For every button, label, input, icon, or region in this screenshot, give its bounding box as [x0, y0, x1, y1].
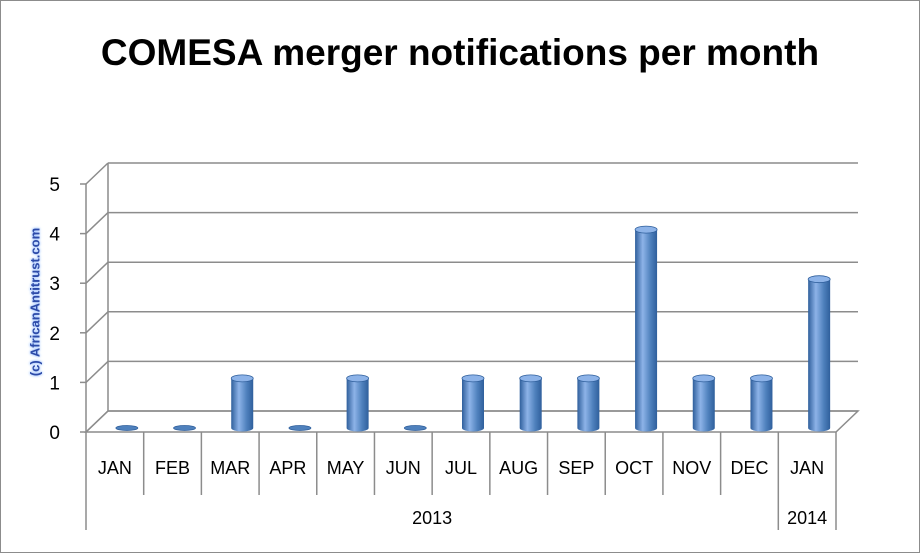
axis-labels: 0 1 2 3 4 5 JAN FEB MAR APR MAY JUN JUL AUG SEP OCT NOV D… [49, 175, 827, 528]
axes [80, 163, 860, 530]
bar-top [519, 374, 543, 383]
group-label: 2014 [787, 508, 827, 528]
x-tick-label: APR [269, 458, 306, 478]
bar [576, 374, 600, 432]
bar-body [692, 378, 715, 432]
bar-top [230, 374, 254, 383]
bar [403, 425, 427, 431]
bar-top [576, 374, 600, 383]
group-label: 2013 [412, 508, 452, 528]
x-tick-label: MAR [210, 458, 250, 478]
x-tick-label: JAN [790, 458, 824, 478]
x-tick-label: JUN [386, 458, 421, 478]
bar [807, 275, 831, 432]
chart-title: COMESA merger notifications per month [100, 32, 820, 73]
bar-top [173, 425, 196, 431]
bar-top [807, 275, 831, 284]
bar-top [403, 425, 427, 431]
x-tick-label: SEP [558, 458, 594, 478]
side-gridline [85, 212, 109, 235]
y-tick-label: 1 [49, 373, 60, 394]
bar [346, 374, 370, 432]
bar-body [462, 378, 484, 432]
floor [84, 410, 860, 433]
y-tick-label: 0 [49, 423, 60, 444]
bar-body [231, 378, 254, 432]
bar-body [346, 378, 369, 432]
bar-body [519, 378, 542, 432]
bar-top [115, 425, 139, 431]
bar-body [808, 279, 831, 432]
bar-top [750, 374, 773, 383]
bar [173, 425, 196, 431]
y-tick-label: 2 [49, 324, 60, 345]
bar-top [346, 374, 370, 383]
bar-top [461, 374, 485, 383]
x-tick-label: FEB [155, 458, 190, 478]
bar-top [634, 225, 658, 234]
x-tick-label: JUL [445, 458, 477, 478]
x-tick-label: JAN [98, 458, 132, 478]
x-tick-label: OCT [615, 458, 653, 478]
bar [519, 374, 543, 432]
side-gridline [85, 360, 109, 383]
x-tick-label: AUG [499, 458, 538, 478]
bar-body [635, 229, 658, 432]
bar [692, 374, 716, 432]
bar [115, 425, 139, 431]
x-tick-label: DEC [730, 458, 768, 478]
bars [115, 225, 831, 432]
y-tick-label: 5 [49, 175, 60, 196]
bar [461, 374, 485, 432]
side-gridline [85, 261, 109, 284]
bar [750, 374, 773, 432]
bar [288, 425, 312, 431]
y-tick-label: 3 [49, 274, 60, 295]
bar [634, 225, 658, 432]
bar-body [750, 378, 773, 432]
y-tick-label: 4 [49, 225, 60, 246]
x-tick-label: MAY [327, 458, 365, 478]
bar-top [692, 374, 716, 383]
bar-body [577, 378, 600, 432]
x-tick-label: NOV [672, 458, 711, 478]
side-gridline [85, 162, 109, 185]
bar [230, 374, 254, 432]
side-gridline [85, 311, 109, 334]
bar-top [288, 425, 312, 431]
